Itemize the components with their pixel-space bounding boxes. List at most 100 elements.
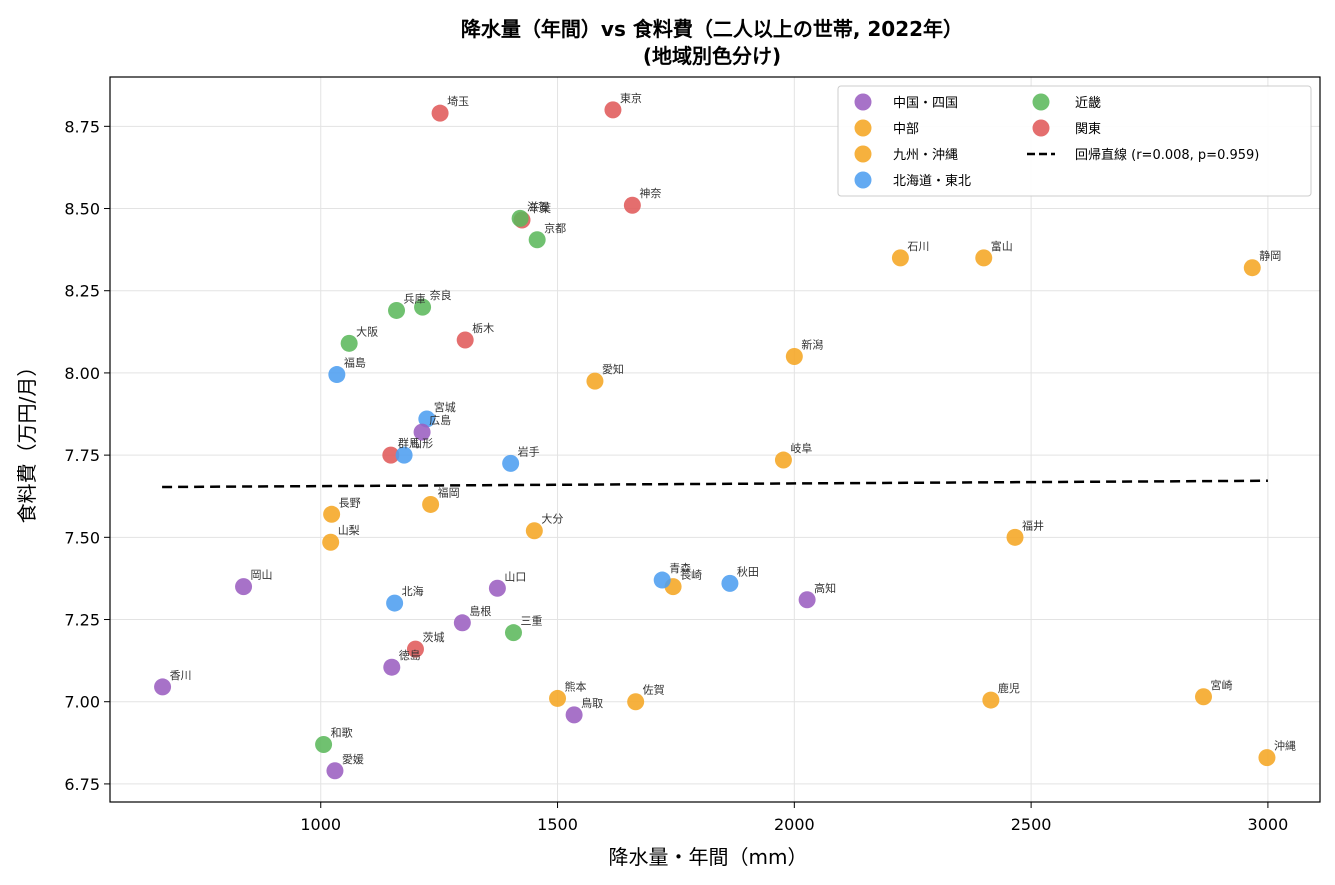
data-point-label: 広島 [429,413,451,427]
data-point [315,735,333,753]
legend-entry-label: 回帰直線 (r=0.008, p=0.959) [1075,147,1259,163]
x-tick-label: 1000 [300,815,341,834]
data-point-label: 長崎 [680,568,702,582]
data-point-label: 宮崎 [1210,678,1232,692]
data-point [504,624,522,642]
data-point-label: 鹿児 [998,681,1020,695]
data-point-label: 高知 [814,581,836,595]
data-point [388,301,406,319]
data-point-label: 石川 [907,240,929,253]
data-point [413,423,431,441]
plot-frame [109,76,1321,803]
data-point [323,505,341,523]
legend-marker [854,93,872,111]
data-point [414,298,432,316]
data-point [154,678,172,696]
data-point [382,446,400,464]
data-point-label: 宮城 [434,400,456,414]
data-point [322,533,340,551]
data-point [623,196,641,214]
data-point [386,594,404,612]
data-point [1243,259,1261,277]
data-point-label: 埼玉 [447,94,469,108]
data-point [891,249,909,267]
data-point [395,446,413,464]
data-point [774,451,792,469]
data-point [383,658,401,676]
data-point-label: 千葉 [529,201,551,215]
data-point-label: 岩手 [518,444,540,458]
legend-marker [854,145,872,163]
y-tick-label: 7.50 [64,528,100,547]
data-point [511,209,529,227]
data-point-label: 三重 [520,614,542,628]
data-point-label: 岡山 [251,569,273,582]
data-point-label: 佐賀 [643,683,665,697]
data-point [1006,528,1024,546]
data-point [565,706,583,724]
data-point [549,689,567,707]
legend-marker [854,171,872,189]
data-point-label: 熊本 [565,679,587,693]
data-point [328,366,346,384]
x-tick-label: 2500 [1011,815,1052,834]
legend-box [837,85,1312,197]
data-point-label: 東京 [620,91,642,105]
legend-marker [1032,119,1050,137]
data-point-label: 福岡 [438,485,460,499]
data-point [721,574,739,592]
data-point-label: 長野 [339,496,361,509]
x-axis-label: 降水量・年間（mm） [609,845,808,869]
data-point [502,454,520,472]
y-tick-label: 7.75 [64,446,100,465]
y-tick-label: 8.50 [64,200,100,219]
x-tick-label: 1500 [537,815,578,834]
data-point [340,334,358,352]
data-point-label: 神奈 [639,186,661,200]
data-point [975,249,993,267]
data-point-label: 沖縄 [1274,739,1296,753]
data-point-label: 奈良 [430,288,452,302]
legend-entry-label: 中部 [893,122,919,137]
legend-marker [1032,93,1050,111]
data-point-label: 富山 [991,239,1013,253]
data-point [418,410,436,428]
data-point-label: 茨城 [422,630,444,644]
data-point-label: 愛媛 [342,752,364,766]
data-point-label: 北海 [402,584,424,598]
data-point [528,231,546,249]
data-point [431,104,449,122]
data-point-label: 青森 [669,561,691,575]
data-point-label: 群馬 [398,436,420,450]
y-tick-label: 6.75 [64,775,100,794]
y-tick-label: 8.00 [64,364,100,383]
data-point [798,591,816,609]
data-point [235,578,253,596]
data-point [1194,688,1212,706]
data-point [525,522,543,540]
data-point-label: 島根 [469,604,491,618]
data-point-label: 岐阜 [790,442,812,455]
x-tick-label: 2000 [774,815,815,834]
chart-title: 降水量（年間）vs 食料費（二人以上の世帯, 2022年） [461,17,963,41]
data-point [627,693,645,711]
legend-marker [854,119,872,137]
data-point [1258,749,1276,767]
data-point-label: 大分 [541,512,563,526]
data-point [326,762,344,780]
data-point [488,579,506,597]
data-point [453,614,471,632]
legend-entry-label: 北海道・東北 [893,173,971,189]
y-tick-label: 8.25 [64,282,100,301]
data-point-label: 静岡 [1259,249,1281,263]
x-axis-ticks: 1000 1500 2000 2500 3000 [300,802,1288,834]
data-point-label: 滋賀 [527,200,549,213]
data-point-label: 愛知 [602,362,624,376]
data-point-label: 山口 [504,570,526,583]
data-point [982,691,1000,709]
y-axis-ticks: 6.75 7.00 7.25 7.50 7.75 8.00 8.25 8.50 8.75 [64,117,110,794]
legend-entry-label: 近畿 [1075,96,1101,111]
